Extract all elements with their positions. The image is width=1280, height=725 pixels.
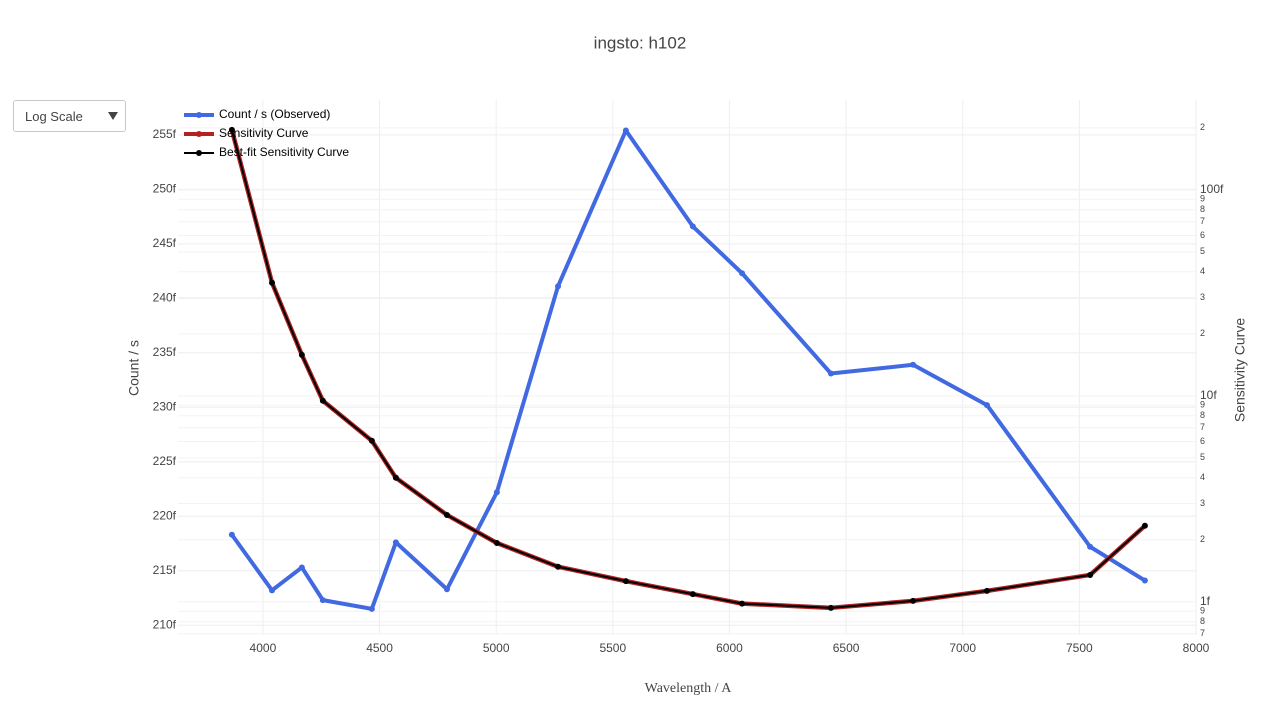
data-point (1087, 571, 1094, 578)
y2-tick-label: 5 (1200, 246, 1205, 256)
data-point (269, 279, 276, 286)
y2-tick-label: 3 (1200, 292, 1205, 302)
data-point (1141, 577, 1148, 584)
data-point (228, 531, 235, 538)
x-tick-label: 4500 (366, 641, 393, 655)
y-tick-label: 210f (153, 617, 177, 631)
scale-dropdown[interactable]: Log Scale (13, 100, 126, 132)
y2-tick-label: 9 (1200, 400, 1205, 410)
data-point (269, 587, 276, 594)
legend-label: Sensitivity Curve (219, 126, 309, 140)
y2-tick-label: 9 (1200, 194, 1205, 204)
legend-label: Count / s (Observed) (219, 107, 330, 121)
y-tick-label: 230f (153, 399, 177, 413)
y-tick-label: 240f (153, 290, 177, 304)
x-tick-label: 5500 (599, 641, 626, 655)
series-line (230, 128, 1146, 611)
data-point (228, 126, 235, 133)
y2-tick-label: 7 (1200, 216, 1205, 226)
data-point (689, 591, 696, 598)
data-point (443, 511, 450, 518)
series-line (229, 129, 1147, 611)
y-tick-label: 215f (153, 563, 177, 577)
data-point (443, 586, 450, 593)
legend-label: Best-fit Sensitivity Curve (219, 145, 349, 159)
y-tick-label: 255f (153, 127, 177, 141)
data-point (983, 587, 990, 594)
x-tick-label: 4000 (250, 641, 277, 655)
y-tick-label: 245f (153, 236, 177, 250)
data-point (622, 127, 629, 134)
data-point (983, 402, 990, 409)
data-point (392, 539, 399, 546)
y-tick-label: 235f (153, 345, 177, 359)
y-tick-label: 220f (153, 508, 177, 522)
y2-tick-label: 10f (1200, 388, 1217, 402)
y2-tick-label: 8 (1200, 410, 1205, 420)
x-axis-title: Wavelength / A (645, 681, 733, 696)
grid (178, 100, 1197, 635)
y2-tick-label: 1f (1200, 594, 1211, 608)
dropdown-arrow (108, 112, 118, 120)
data-point (910, 597, 917, 604)
x-tick-label: 7500 (1066, 641, 1093, 655)
data-point (555, 563, 562, 570)
data-point (739, 270, 746, 277)
legend-marker (196, 131, 202, 137)
data-point (622, 578, 629, 585)
y2-tick-label: 6 (1200, 230, 1205, 240)
data-point (689, 223, 696, 230)
data-point (1087, 543, 1094, 550)
data-point (392, 474, 399, 481)
data-point (368, 437, 375, 444)
data-point (739, 600, 746, 607)
x-tick-label: 6000 (716, 641, 743, 655)
data-point (827, 604, 834, 611)
chart-title: ingsto: h102 (594, 33, 687, 52)
y-tick-label: 250f (153, 182, 177, 196)
data-point (298, 564, 305, 571)
x-tick-label: 8000 (1183, 641, 1210, 655)
data-point (493, 539, 500, 546)
y-axis-title: Count / s (126, 340, 142, 396)
y2-tick-label: 4 (1200, 472, 1205, 482)
y2-tick-label: 4 (1200, 266, 1205, 276)
legend-marker (196, 112, 202, 118)
dropdown-label: Log Scale (25, 109, 83, 124)
y2-tick-label: 3 (1200, 498, 1205, 508)
data-point (319, 597, 326, 604)
y2-axis-title: Sensitivity Curve (1232, 318, 1248, 422)
y2-tick-label: 7 (1200, 628, 1205, 638)
y2-tick-label: 2 (1200, 328, 1205, 338)
y2-tick-label: 2 (1200, 122, 1205, 132)
x-tick-label: 7000 (949, 641, 976, 655)
y2-tick-label: 5 (1200, 452, 1205, 462)
y2-tick-label: 8 (1200, 204, 1205, 214)
x-tick-label: 5000 (483, 641, 510, 655)
data-point (910, 361, 917, 368)
y2-tick-label: 2 (1200, 534, 1205, 544)
y2-tick-label: 100f (1200, 182, 1224, 196)
legend-marker (196, 150, 202, 156)
data-point (1141, 522, 1148, 529)
series-line (230, 129, 1146, 609)
data-point (298, 351, 305, 358)
y2-tick-label: 6 (1200, 436, 1205, 446)
data-point (319, 397, 326, 404)
x-tick-label: 6500 (833, 641, 860, 655)
y-tick-label: 225f (153, 454, 177, 468)
data-point (555, 283, 562, 290)
data-point (368, 605, 375, 612)
y2-tick-label: 9 (1200, 606, 1205, 616)
data-point (827, 370, 834, 377)
y2-tick-label: 8 (1200, 616, 1205, 626)
y2-tick-label: 7 (1200, 422, 1205, 432)
data-point (493, 489, 500, 496)
